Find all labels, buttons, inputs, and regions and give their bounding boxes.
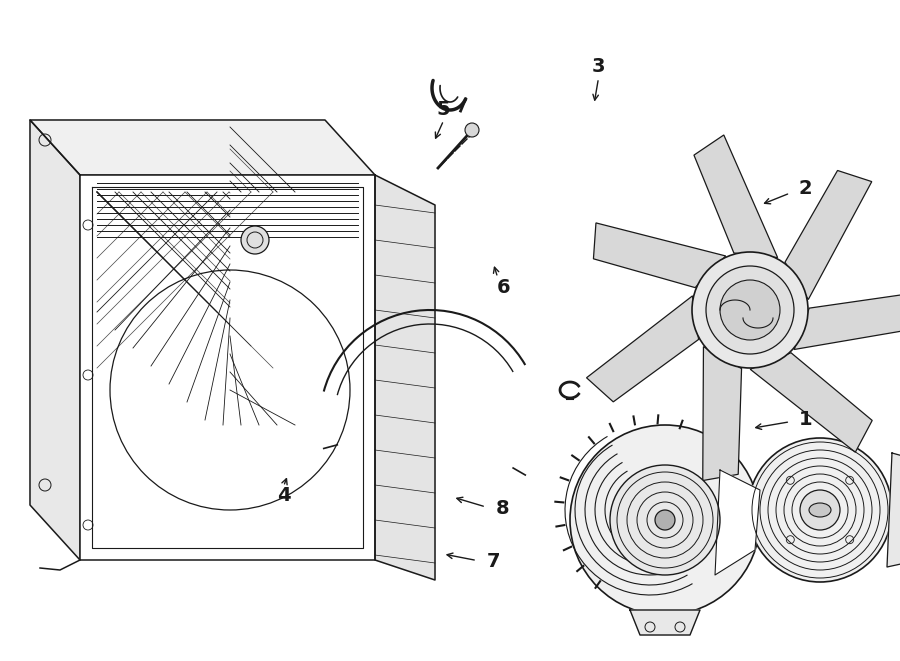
Text: 8: 8 bbox=[495, 500, 509, 518]
Text: 6: 6 bbox=[497, 278, 511, 297]
Polygon shape bbox=[715, 470, 760, 575]
Polygon shape bbox=[80, 175, 375, 560]
Circle shape bbox=[748, 438, 892, 582]
Circle shape bbox=[655, 510, 675, 530]
Polygon shape bbox=[587, 296, 698, 402]
Text: 3: 3 bbox=[592, 57, 605, 75]
Polygon shape bbox=[887, 453, 900, 567]
Circle shape bbox=[692, 252, 808, 368]
Polygon shape bbox=[30, 120, 375, 175]
Circle shape bbox=[570, 425, 760, 615]
Polygon shape bbox=[30, 120, 80, 560]
Text: 7: 7 bbox=[487, 553, 500, 571]
Circle shape bbox=[241, 226, 269, 254]
Text: 2: 2 bbox=[798, 179, 813, 198]
Text: 5: 5 bbox=[436, 100, 451, 118]
Polygon shape bbox=[785, 171, 872, 299]
Polygon shape bbox=[751, 353, 872, 452]
Polygon shape bbox=[630, 610, 700, 635]
Polygon shape bbox=[794, 293, 900, 350]
Polygon shape bbox=[593, 223, 725, 288]
Circle shape bbox=[465, 123, 479, 137]
Text: 1: 1 bbox=[798, 410, 813, 429]
Polygon shape bbox=[694, 135, 778, 258]
Polygon shape bbox=[375, 175, 435, 580]
Circle shape bbox=[800, 490, 840, 530]
Circle shape bbox=[706, 266, 794, 354]
Polygon shape bbox=[703, 346, 742, 481]
Text: 4: 4 bbox=[276, 486, 291, 505]
Circle shape bbox=[720, 280, 780, 340]
Circle shape bbox=[610, 465, 720, 575]
Ellipse shape bbox=[809, 503, 831, 517]
